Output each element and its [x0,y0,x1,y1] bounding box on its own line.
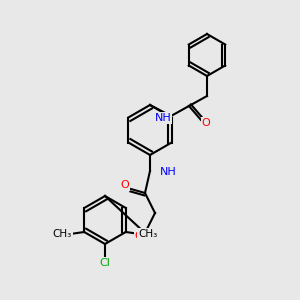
Text: CH₃: CH₃ [52,229,72,239]
Text: O: O [121,180,129,190]
Text: NH: NH [154,113,171,123]
Text: NH: NH [160,167,177,177]
Text: Cl: Cl [100,258,110,268]
Text: CH₃: CH₃ [138,229,158,239]
Text: O: O [202,118,210,128]
Text: O: O [135,231,143,241]
